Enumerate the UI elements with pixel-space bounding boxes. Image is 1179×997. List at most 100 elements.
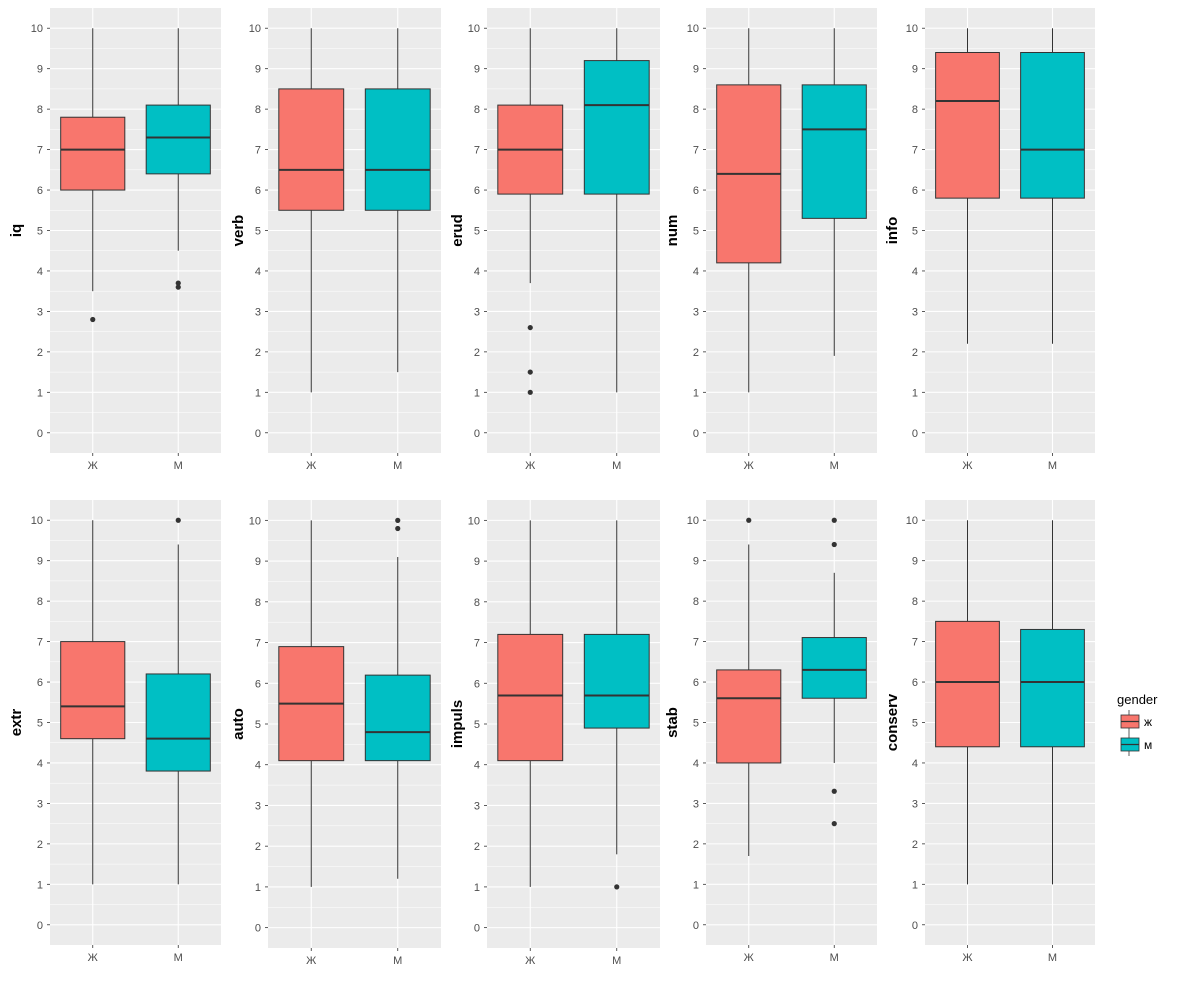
box-iqr [1020, 628, 1085, 748]
outlier-point [527, 369, 533, 375]
y-tick-label: 6 [37, 677, 43, 689]
y-tick-label: 4 [255, 760, 261, 772]
box-Ж [497, 520, 564, 887]
outlier-point [831, 788, 837, 794]
x-tick-label: Ж [88, 460, 98, 472]
x-tick-label: Ж [525, 955, 535, 967]
box-М [801, 517, 867, 827]
outlier-point [175, 517, 181, 523]
y-tick-label: 10 [906, 23, 918, 35]
y-tick-label: 2 [912, 347, 918, 359]
box-Ж [716, 517, 782, 856]
y-tick-label: 2 [255, 841, 261, 853]
y-tick-label: 2 [37, 347, 43, 359]
outlier-point [746, 517, 752, 523]
y-tick-label: 10 [249, 23, 261, 35]
y-tick-label: 4 [912, 266, 918, 278]
y-tick-label: 5 [37, 718, 43, 730]
y-tick-label: 1 [912, 387, 918, 399]
y-axis-label: stab [664, 707, 681, 738]
y-tick-label: 5 [693, 718, 699, 730]
box-Ж [716, 28, 782, 393]
box-iqr [1020, 52, 1085, 199]
box-iqr [60, 116, 126, 191]
box-М [801, 28, 867, 356]
outlier-point [527, 389, 533, 395]
box-М [364, 517, 431, 879]
outlier-point [175, 284, 181, 290]
legend-item: м [1120, 733, 1152, 756]
box-М [1020, 28, 1085, 344]
y-tick-label: 4 [255, 266, 261, 278]
y-tick-label: 10 [468, 515, 480, 527]
box-М [583, 520, 650, 890]
y-tick-label: 10 [31, 23, 43, 35]
y-axis-label: impuls [449, 700, 466, 748]
outlier-point [90, 316, 96, 323]
box-iqr [583, 60, 650, 195]
y-tick-label: 6 [912, 185, 918, 197]
outlier-point [527, 324, 533, 331]
y-tick-label: 2 [255, 347, 261, 359]
panel-iq: 0 1 2 3 4 5 6 7 8 9 10 Ж Мiq [8, 8, 221, 472]
box-iqr [801, 84, 867, 219]
box-Ж [935, 520, 1000, 885]
y-tick-label: 1 [474, 387, 480, 399]
x-tick-label: Ж [525, 460, 535, 472]
box-Ж [278, 28, 345, 393]
y-tick-label: 9 [37, 556, 43, 568]
y-tick-label: 8 [255, 597, 261, 609]
y-tick-label: 2 [912, 839, 918, 851]
y-tick-label: 8 [912, 596, 918, 608]
box-iqr [145, 673, 211, 772]
y-axis-label: extr [8, 709, 25, 737]
y-tick-label: 0 [693, 920, 699, 932]
y-tick-label: 3 [37, 798, 43, 810]
y-tick-label: 2 [474, 841, 480, 853]
y-tick-label: 9 [693, 64, 699, 76]
y-axis-label: verb [230, 215, 247, 247]
y-tick-label: 7 [255, 638, 261, 650]
y-tick-label: 5 [255, 719, 261, 731]
x-tick-label: Ж [962, 952, 972, 964]
y-tick-label: 9 [912, 64, 918, 76]
box-Ж [935, 28, 1000, 344]
box-iqr [935, 620, 1000, 748]
box-М [145, 517, 211, 885]
y-tick-label: 6 [474, 678, 480, 690]
x-tick-label: Ж [306, 955, 316, 967]
legend-label: ж [1144, 715, 1152, 729]
y-tick-label: 3 [693, 306, 699, 318]
x-tick-label: М [612, 460, 621, 472]
y-tick-label: 9 [474, 556, 480, 568]
y-tick-label: 5 [474, 719, 480, 731]
y-tick-label: 8 [37, 596, 43, 608]
y-tick-label: 0 [474, 428, 480, 440]
y-tick-label: 10 [249, 515, 261, 527]
box-iqr [364, 88, 431, 211]
box-iqr [364, 674, 431, 762]
box-М [1020, 520, 1085, 885]
y-tick-label: 0 [255, 923, 261, 935]
y-tick-label: 6 [912, 677, 918, 689]
y-tick-label: 0 [37, 428, 43, 440]
y-tick-label: 3 [693, 798, 699, 810]
y-tick-label: 6 [255, 185, 261, 197]
outlier-point [175, 280, 181, 286]
y-tick-label: 5 [912, 226, 918, 238]
y-axis-label: auto [230, 708, 247, 740]
y-tick-label: 7 [37, 637, 43, 649]
y-tick-label: 5 [912, 718, 918, 730]
x-tick-label: Ж [306, 460, 316, 472]
y-tick-label: 9 [474, 64, 480, 76]
x-tick-label: М [1048, 952, 1057, 964]
y-tick-label: 3 [912, 306, 918, 318]
y-tick-label: 1 [37, 879, 43, 891]
y-tick-label: 1 [693, 387, 699, 399]
y-tick-label: 4 [474, 760, 480, 772]
